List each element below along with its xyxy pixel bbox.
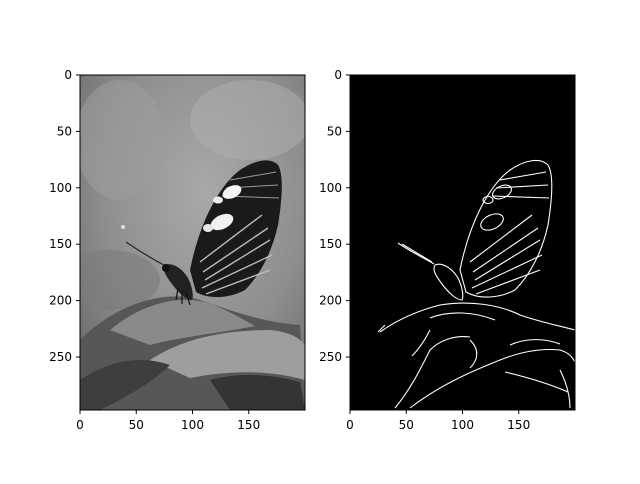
left-y-tick-label: 250 [49, 350, 72, 364]
left-x-tick-label: 150 [237, 418, 260, 432]
right-x-tick-label: 150 [507, 418, 530, 432]
right-y-tick-label: 0 [334, 68, 342, 82]
right-x-tick-label: 50 [399, 418, 414, 432]
right-y-tick-label: 200 [319, 294, 342, 308]
left-panel: 0 50 100 150 0 50 100 150 200 250 [49, 68, 306, 432]
edge-map-background [350, 75, 575, 410]
right-x-tick-label: 100 [451, 418, 474, 432]
right-y-tick-label: 150 [319, 237, 342, 251]
right-x-tick-label: 0 [346, 418, 354, 432]
left-y-tick-label: 150 [49, 237, 72, 251]
left-y-tick-label: 50 [57, 124, 72, 138]
right-y-tick-label: 50 [327, 124, 342, 138]
left-x-tick-label: 50 [129, 418, 144, 432]
right-y-tick-label: 100 [319, 181, 342, 195]
left-y-tick-label: 200 [49, 294, 72, 308]
right-ticks: 0 50 100 150 0 50 100 150 200 250 [319, 68, 530, 432]
butterfly-photo-icon [80, 75, 305, 410]
right-panel: 0 50 100 150 0 50 100 150 200 250 [319, 68, 576, 432]
right-y-tick-label: 250 [319, 350, 342, 364]
butterfly-edges-icon [377, 159, 576, 409]
left-ticks: 0 50 100 150 0 50 100 150 200 250 [49, 68, 260, 432]
left-x-tick-label: 100 [181, 418, 204, 432]
left-x-tick-label: 0 [76, 418, 84, 432]
left-y-tick-label: 100 [49, 181, 72, 195]
left-y-tick-label: 0 [64, 68, 72, 82]
